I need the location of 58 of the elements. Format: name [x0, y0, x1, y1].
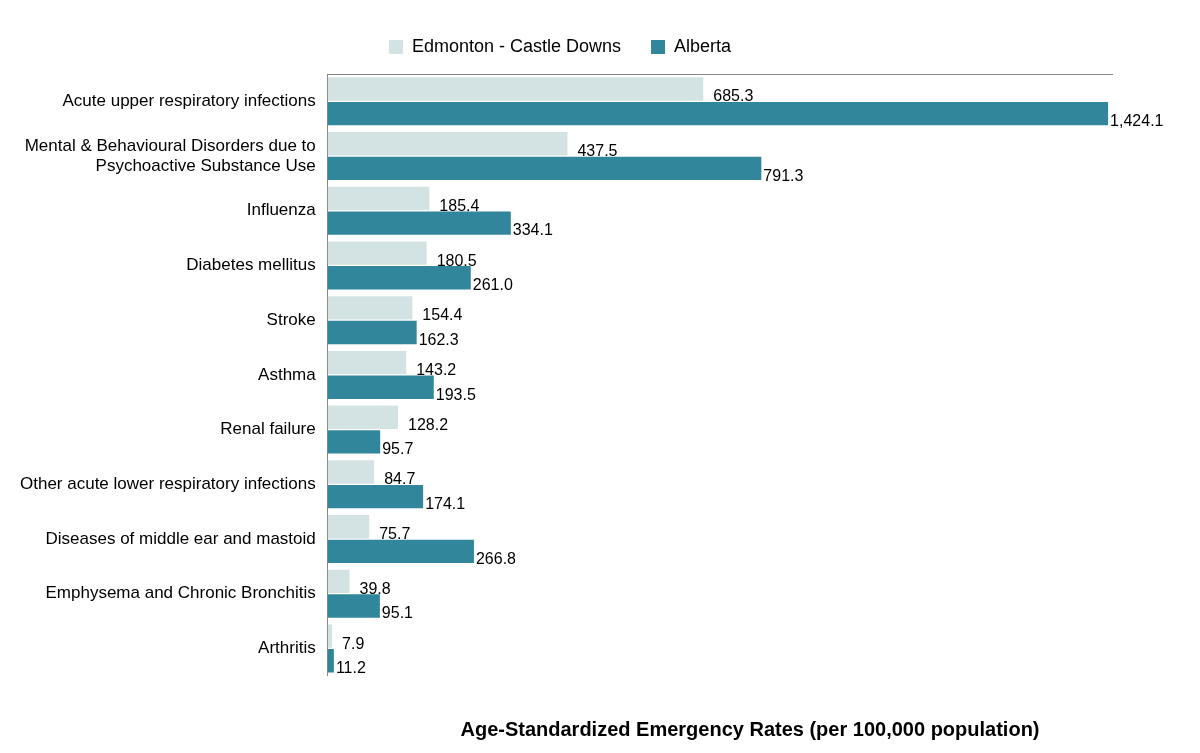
data-label: 685.3 — [713, 87, 754, 105]
bar — [327, 77, 704, 101]
bar — [327, 649, 334, 673]
bar — [327, 430, 381, 454]
bar — [327, 375, 434, 399]
data-label: 11.2 — [335, 659, 366, 677]
y-tick-label: Emphysema and Chronic Bronchitis — [45, 583, 316, 603]
bar — [327, 624, 333, 648]
data-label: 261.0 — [472, 276, 513, 294]
data-label: 39.8 — [359, 579, 391, 597]
bar — [327, 539, 474, 564]
bar — [327, 156, 762, 181]
data-label: 75.7 — [379, 525, 411, 543]
y-tick-label: Influenza — [246, 200, 317, 220]
bar — [327, 241, 427, 265]
bar — [327, 405, 398, 429]
bar — [327, 515, 370, 539]
data-label: 1,424.1 — [1110, 112, 1164, 130]
data-label: 193.5 — [435, 385, 476, 403]
bar — [327, 569, 350, 594]
bar — [327, 484, 424, 509]
bar — [327, 320, 417, 345]
bar — [327, 101, 1109, 126]
y-tick-label: Renal failure — [220, 419, 316, 439]
data-label: 162.3 — [418, 330, 459, 348]
y-tick-label: Mental & Behavioural Disorders due to Psychoactive Substance Use — [24, 135, 316, 175]
data-label: 95.1 — [381, 604, 414, 622]
bar — [327, 594, 380, 618]
data-label: 185.4 — [439, 196, 480, 214]
legend-label: Alberta — [674, 35, 733, 56]
data-label: 7.9 — [342, 634, 365, 652]
data-label: 791.3 — [763, 166, 804, 184]
bar — [327, 350, 407, 375]
bar — [327, 186, 430, 211]
data-label: 84.7 — [384, 470, 416, 488]
data-label: 437.5 — [577, 142, 618, 160]
data-label: 174.1 — [425, 495, 466, 513]
bar — [327, 460, 375, 484]
data-label: 128.2 — [407, 415, 449, 433]
data-label: 95.7 — [382, 440, 414, 458]
y-tick-label: Arthritis — [258, 638, 316, 658]
x-axis-title: Age-Standardized Emergency Rates (per 100,000 population) — [459, 718, 1041, 741]
bar — [327, 211, 511, 235]
bar — [327, 296, 413, 320]
y-tick-label: Diseases of middle ear and mastoid — [45, 528, 316, 548]
data-label: 266.8 — [475, 549, 517, 567]
y-tick-label: Acute upper respiratory infections — [62, 91, 316, 111]
y-tick-label: Asthma — [258, 364, 317, 384]
bar — [327, 132, 568, 156]
data-label: 180.5 — [436, 251, 477, 269]
y-tick-label: Stroke — [266, 309, 316, 329]
legend-label: Edmonton - Castle Downs — [411, 35, 622, 56]
data-label: 154.4 — [422, 306, 463, 324]
data-label: 143.2 — [416, 361, 457, 378]
y-tick-label: Other acute lower respiratory infections — [19, 474, 316, 494]
bar — [327, 266, 471, 290]
data-label: 334.1 — [512, 221, 553, 239]
y-tick-label: Diabetes mellitus — [186, 255, 316, 275]
